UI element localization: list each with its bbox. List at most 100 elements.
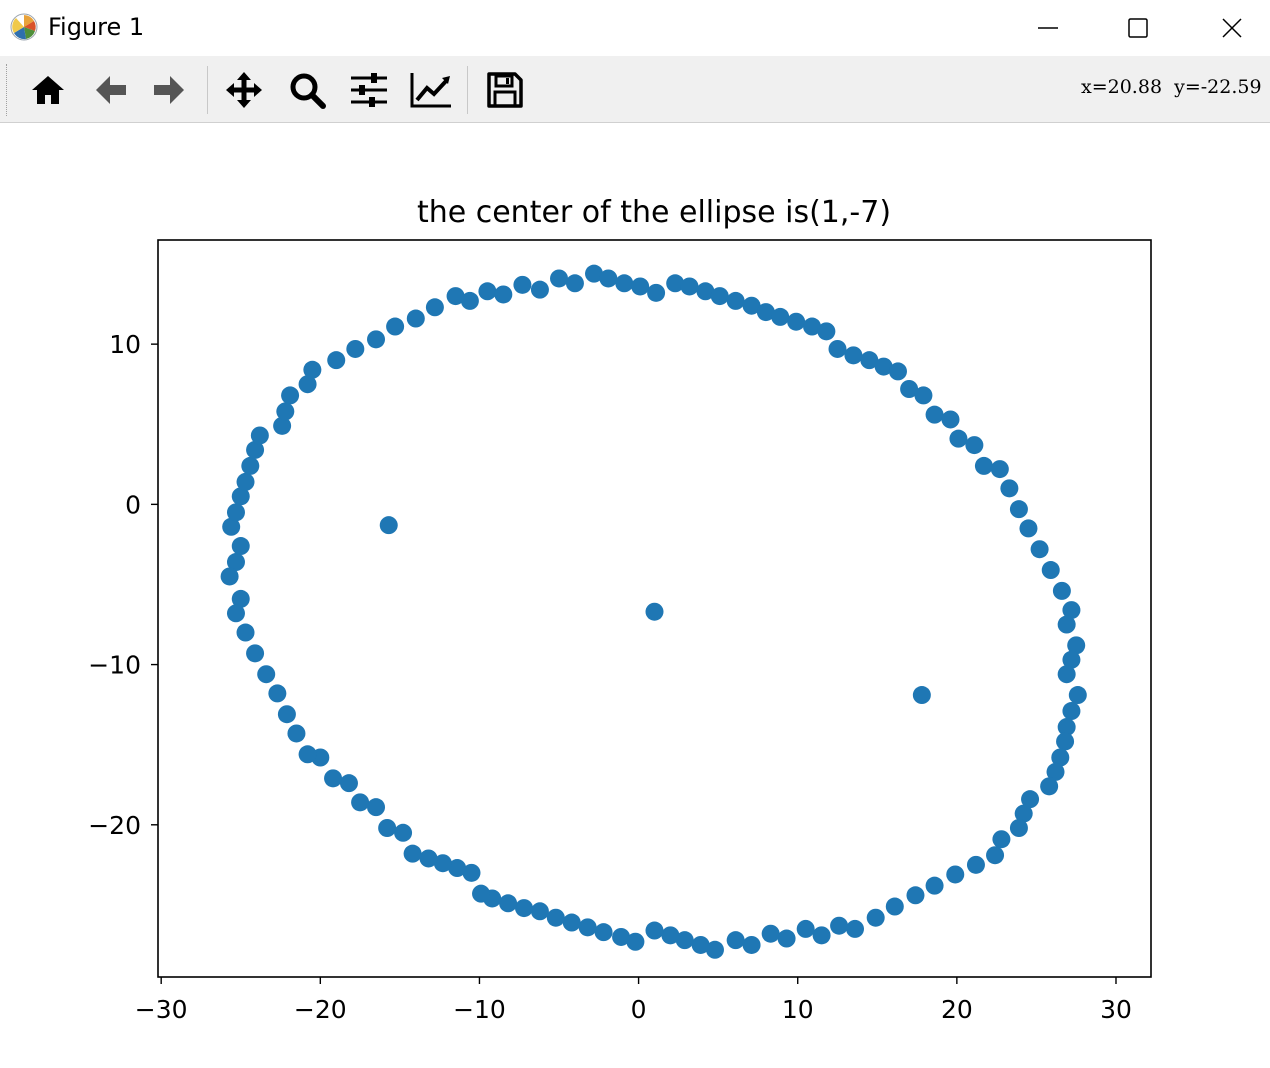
scatter-point xyxy=(367,330,386,349)
y-tick-label: 0 xyxy=(125,490,141,519)
scatter-point xyxy=(585,264,604,283)
scatter-point xyxy=(499,894,518,913)
home-button[interactable] xyxy=(24,66,72,114)
scatter-point xyxy=(710,287,729,306)
edit-axis-button[interactable] xyxy=(405,66,453,114)
toolbar-grip[interactable] xyxy=(6,64,9,116)
y-tick-label: −10 xyxy=(88,651,141,680)
close-icon xyxy=(1222,18,1242,38)
scatter-point xyxy=(1000,479,1019,498)
scatter-point xyxy=(446,287,465,306)
zoom-button[interactable] xyxy=(283,66,331,114)
scatter-point xyxy=(246,440,265,459)
scatter-point xyxy=(351,793,370,812)
scatter-point xyxy=(803,317,822,336)
scatter-point xyxy=(448,859,467,878)
scatter-point xyxy=(433,854,452,873)
scatter-point xyxy=(726,291,745,310)
toolbar-separator xyxy=(467,66,468,114)
scatter-point xyxy=(860,351,879,370)
x-tick-label: 0 xyxy=(631,995,647,1024)
scatter-point xyxy=(1030,540,1049,559)
toolbar-separator xyxy=(207,66,208,114)
scatter-point xyxy=(946,865,965,884)
scatter-point xyxy=(246,644,265,663)
scatter-point xyxy=(787,312,806,331)
scatter-point xyxy=(1009,818,1028,837)
scatter-point xyxy=(298,745,317,764)
back-button[interactable] xyxy=(86,66,134,114)
figure-canvas[interactable]: the center of the ellipse is(1,-7) −30 −2… xyxy=(0,123,1270,1068)
scatter-point xyxy=(515,899,534,918)
matplotlib-logo-icon xyxy=(10,13,38,41)
scatter-point xyxy=(226,604,245,623)
maximize-icon xyxy=(1128,18,1148,38)
scatter-point xyxy=(1014,804,1033,823)
plot-axes-frame xyxy=(157,239,1152,978)
scatter-point xyxy=(513,275,532,294)
scatter-point xyxy=(1052,581,1071,600)
scatter-point xyxy=(965,436,984,455)
scatter-point xyxy=(966,855,985,874)
scatter-point xyxy=(796,919,815,938)
scatter-point xyxy=(386,317,405,336)
scatter-point xyxy=(828,339,847,358)
scatter-point xyxy=(324,769,343,788)
x-tick-label: −10 xyxy=(453,995,506,1024)
scatter-point xyxy=(631,277,650,296)
scatter-point xyxy=(546,908,565,927)
scatter-point xyxy=(696,282,715,301)
scatter-point xyxy=(691,935,710,954)
scatter-point xyxy=(1057,718,1076,737)
y-tick-label: 10 xyxy=(109,330,141,359)
scatter-point xyxy=(986,846,1005,865)
scatter-point xyxy=(615,274,634,293)
scatter-point xyxy=(726,931,745,950)
scatter-point xyxy=(645,921,664,940)
save-button[interactable] xyxy=(481,66,529,114)
scatter-point xyxy=(378,818,397,837)
scatter-point xyxy=(406,309,425,328)
scatter-point xyxy=(367,798,386,817)
x-tick-label: 30 xyxy=(1100,995,1132,1024)
x-axis: −30 −20 −10 0 10 20 30 xyxy=(135,977,1132,1024)
chart-title: the center of the ellipse is(1,-7) xyxy=(417,195,891,230)
scatter-point xyxy=(1062,702,1081,721)
scatter-point xyxy=(949,429,968,448)
configure-subplots-button[interactable] xyxy=(345,66,393,114)
scatter-point xyxy=(276,402,295,421)
scatter-point xyxy=(222,517,241,536)
y-axis: −20 −10 0 10 xyxy=(88,330,158,840)
scatter-point xyxy=(403,844,422,863)
scatter-point xyxy=(1062,601,1081,620)
scatter-point xyxy=(287,724,306,743)
scatter-point xyxy=(941,410,960,429)
scatter-point xyxy=(647,283,666,302)
scatter-point xyxy=(1019,519,1038,538)
scatter-point xyxy=(1046,762,1065,781)
maximize-button[interactable] xyxy=(1108,8,1168,48)
forward-button[interactable] xyxy=(146,66,194,114)
scatter-point xyxy=(339,774,358,793)
scatter-point xyxy=(462,863,481,882)
scatter-point xyxy=(925,405,944,424)
pan-button[interactable] xyxy=(220,66,268,114)
minimize-icon xyxy=(1038,27,1058,29)
x-tick-label: 20 xyxy=(941,995,973,1024)
scatter-point xyxy=(1051,748,1070,767)
pan-icon xyxy=(226,72,262,108)
scatter-point xyxy=(231,589,250,608)
scatter-point xyxy=(666,274,685,293)
x-tick-label: −30 xyxy=(135,995,188,1024)
minimize-button[interactable] xyxy=(1018,8,1078,48)
scatter-point xyxy=(771,307,790,326)
scatter-point xyxy=(705,940,724,959)
scatter-point xyxy=(298,375,317,394)
scatter-point xyxy=(327,351,346,370)
scatter-point xyxy=(303,360,322,379)
scatter-point xyxy=(599,269,618,288)
scatter-point xyxy=(925,876,944,895)
close-button[interactable] xyxy=(1202,8,1262,48)
scatter-point xyxy=(419,849,438,868)
scatter-point xyxy=(231,537,250,556)
